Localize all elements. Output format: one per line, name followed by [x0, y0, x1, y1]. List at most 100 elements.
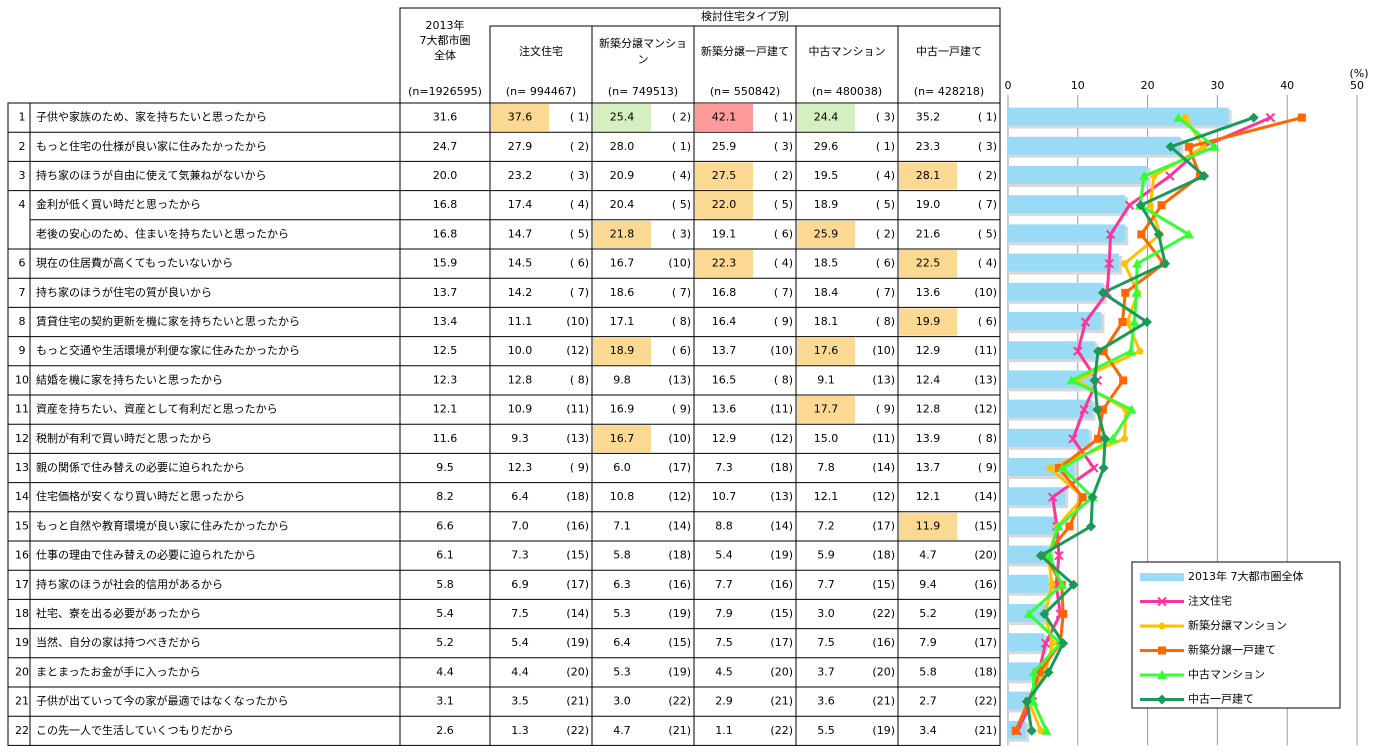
legend-label: 2013年 7大都市圏全体 — [1188, 569, 1304, 583]
type-rank: (13) — [770, 490, 793, 503]
type-value: 7.7 — [715, 578, 733, 591]
type-value: 20.9 — [610, 169, 635, 182]
point — [1132, 258, 1143, 268]
column-header-box: 新築分譲マンション — [599, 37, 687, 66]
type-value: 23.3 — [916, 140, 941, 153]
type-value: 12.9 — [916, 344, 941, 357]
total-value: 24.7 — [433, 140, 458, 153]
point — [1059, 610, 1068, 618]
reason: 税制が有利で買い時だと思ったから — [36, 431, 212, 445]
bar — [1008, 399, 1093, 418]
type-value: 5.3 — [613, 607, 631, 620]
type-rank: (11) — [566, 403, 589, 416]
point — [1026, 725, 1037, 736]
bar — [1008, 107, 1229, 126]
type-value: 6.3 — [613, 578, 631, 591]
type-value: 18.6 — [610, 286, 635, 299]
x-tick-label: 40 — [1280, 79, 1294, 92]
point — [1039, 609, 1050, 619]
x-tick-label: 50 — [1350, 79, 1364, 92]
type-value: 17.4 — [508, 198, 533, 211]
type-value: 5.2 — [919, 607, 937, 620]
type-value: 6.9 — [511, 578, 529, 591]
row-number: 17 — [15, 578, 29, 591]
type-rank: (18) — [566, 490, 589, 503]
point — [1068, 434, 1078, 444]
legend-swatch — [1140, 573, 1184, 581]
type-value: 27.5 — [712, 169, 737, 182]
type-rank: (20) — [566, 665, 589, 678]
row-number: 20 — [15, 665, 29, 678]
type-rank: ( 8) — [876, 315, 895, 328]
group-header: 検討住宅タイプ別 — [701, 9, 789, 23]
total-value: 12.3 — [433, 373, 458, 386]
row-number: 13 — [15, 461, 29, 474]
total-value: 20.0 — [433, 169, 458, 182]
point — [1058, 638, 1069, 649]
cell-highlight — [797, 220, 855, 248]
row-number: 3 — [19, 169, 26, 182]
type-rank: (22) — [668, 695, 691, 708]
type-rank: ( 9) — [570, 461, 589, 474]
point — [1157, 201, 1166, 210]
point — [1139, 171, 1150, 180]
type-rank: (13) — [872, 373, 895, 386]
bar — [1008, 195, 1126, 214]
point — [1118, 318, 1127, 326]
row-number: 4 — [19, 198, 26, 211]
point — [1068, 579, 1079, 590]
type-value: 16.5 — [712, 373, 737, 386]
type-rank: (19) — [668, 607, 691, 620]
type-rank: (12) — [668, 490, 691, 503]
type-rank: ( 2) — [978, 169, 997, 182]
type-rank: ( 1) — [978, 111, 997, 124]
x-tick-label: 30 — [1210, 79, 1224, 92]
legend-label: 新築分譲マンション — [1188, 618, 1287, 632]
column-header: 全体 — [434, 48, 456, 62]
type-value: 12.8 — [916, 403, 941, 416]
type-value: 3.7 — [817, 665, 835, 678]
point — [1048, 581, 1056, 589]
type-value: 16.4 — [712, 315, 737, 328]
reason: 持ち家のほうが自由に使えて気兼ねがないから — [36, 168, 266, 182]
type-value: 7.5 — [511, 607, 529, 620]
type-value: 7.1 — [613, 519, 631, 532]
legend-label: 中古一戸建て — [1188, 692, 1254, 706]
type-rank: (13) — [974, 373, 997, 386]
type-rank: (21) — [872, 695, 895, 708]
type-rank: (21) — [566, 695, 589, 708]
type-value: 7.9 — [919, 636, 937, 649]
reason: この先一人で生活していくつもりだから — [36, 723, 234, 737]
point — [1265, 112, 1276, 123]
point — [1092, 404, 1103, 415]
total-value: 13.7 — [433, 286, 458, 299]
type-rank: ( 6) — [876, 257, 895, 270]
type-value: 7.3 — [715, 461, 733, 474]
type-value: 6.4 — [613, 636, 631, 649]
column-header-box: 中古マンション — [809, 45, 886, 58]
type-rank: (19) — [974, 607, 997, 620]
row-number: 18 — [15, 607, 29, 620]
reason: もっと自然や教育環境が良い家に住みたかったから — [36, 518, 289, 532]
type-value: 10.7 — [712, 490, 737, 503]
type-rank: ( 7) — [672, 286, 691, 299]
type-value: 17.1 — [610, 315, 635, 328]
type-value: 18.9 — [610, 344, 635, 357]
type-value: 10.9 — [508, 403, 533, 416]
cell-highlight — [899, 308, 957, 336]
type-value: 22.5 — [916, 257, 941, 270]
point — [1181, 114, 1189, 122]
row-number: 21 — [15, 695, 29, 708]
type-value: 28.1 — [916, 169, 941, 182]
point — [1023, 609, 1034, 618]
type-value: 7.5 — [715, 636, 733, 649]
point — [1153, 229, 1164, 240]
point — [1094, 434, 1103, 443]
type-rank: ( 9) — [876, 403, 895, 416]
type-rank: (15) — [668, 636, 691, 649]
type-rank: (15) — [566, 549, 589, 562]
cell-highlight — [899, 162, 957, 190]
row-number: 1 — [19, 111, 26, 124]
type-rank: ( 8) — [672, 315, 691, 328]
type-rank: ( 5) — [978, 227, 997, 240]
